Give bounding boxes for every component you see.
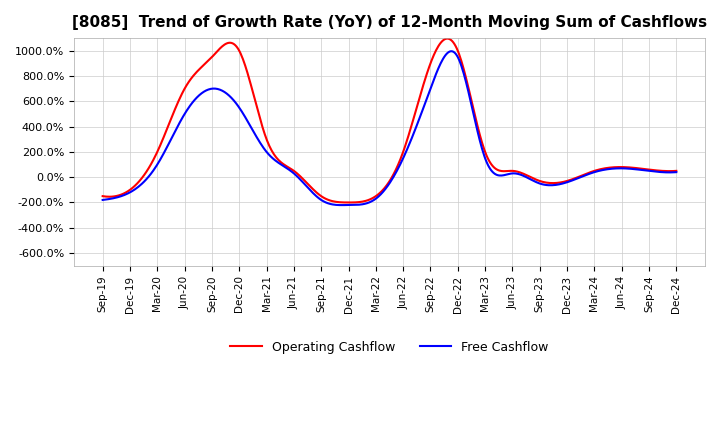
Free Cashflow (338, 202, 346, 208)
Free Cashflow (446, 48, 455, 54)
Operating Cashflow (660, 169, 669, 174)
Operating Cashflow (344, 200, 353, 205)
Operating Cashflow (372, 193, 381, 198)
Free Cashflow (660, 170, 669, 175)
Operating Cashflow (99, 194, 107, 199)
Operating Cashflow (571, 176, 580, 181)
Title: [8085]  Trend of Growth Rate (YoY) of 12-Month Moving Sum of Cashflows: [8085] Trend of Growth Rate (YoY) of 12-… (72, 15, 707, 30)
Operating Cashflow (375, 191, 384, 196)
Operating Cashflow (672, 168, 680, 173)
Free Cashflow (372, 196, 381, 201)
Legend: Operating Cashflow, Free Cashflow: Operating Cashflow, Free Cashflow (225, 336, 554, 359)
Line: Free Cashflow: Free Cashflow (103, 51, 676, 205)
Line: Operating Cashflow: Operating Cashflow (103, 39, 676, 202)
Free Cashflow (571, 177, 580, 182)
Free Cashflow (99, 197, 107, 202)
Operating Cashflow (441, 37, 449, 42)
Free Cashflow (441, 53, 449, 58)
Free Cashflow (410, 129, 418, 135)
Free Cashflow (672, 169, 680, 175)
Operating Cashflow (444, 36, 452, 41)
Operating Cashflow (410, 114, 418, 119)
Free Cashflow (375, 193, 384, 198)
